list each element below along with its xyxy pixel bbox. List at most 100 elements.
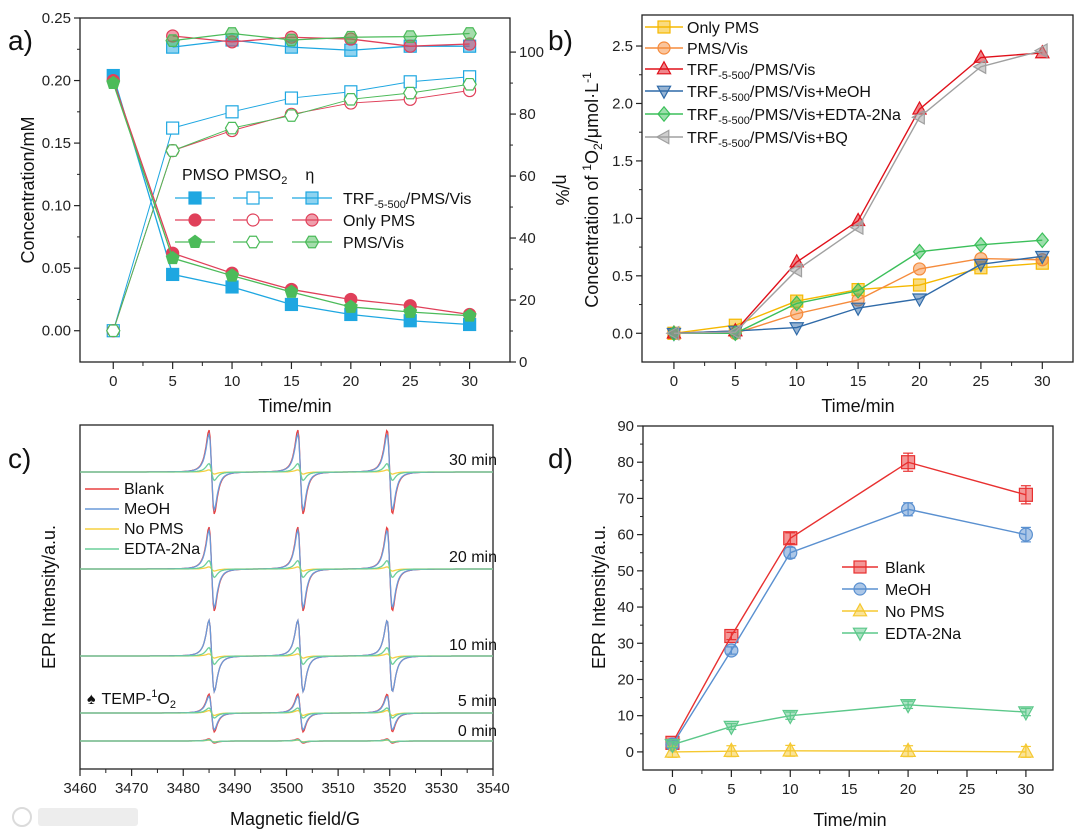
annotation: ♠ TEMP-1O2 (87, 688, 176, 711)
y-tick-label: 0.05 (42, 260, 71, 277)
x-tick-label: 5 (727, 781, 735, 798)
pmso-point (343, 299, 358, 313)
plot-frame (79, 424, 494, 770)
plot-frame (641, 14, 1074, 363)
legend: Blank MeOH No PMS EDTA-2Na (842, 560, 961, 643)
x-tick-label: 15 (283, 373, 300, 390)
x-tick-label: 30 (1034, 373, 1051, 390)
label-main: TRF (687, 84, 718, 101)
data-point (789, 322, 805, 336)
x-tick-label: 25 (959, 781, 976, 798)
pmso2-point (402, 86, 418, 100)
watermark-icon (12, 807, 32, 827)
y-axis-title: EPR Intensity/a.u. (39, 525, 59, 669)
y-tick-label: 60 (617, 527, 634, 544)
legend-label: TRF-5-500/PMS/Vis (343, 191, 471, 211)
eta-line (172, 32, 470, 42)
time-label: 10 min (449, 637, 497, 654)
yl-0: Concentration of (582, 171, 602, 308)
pmso-point (284, 284, 299, 298)
x-tick-label: 3480 (167, 780, 200, 797)
panel-b-chart: 0 5 10 15 20 25 30 0.0 0.5 1.0 1.5 2.0 2.5 Time/min Co… (580, 14, 1074, 416)
legend-marker (657, 41, 671, 55)
data-point (782, 741, 799, 757)
y-tick-label: 1.0 (612, 210, 633, 227)
x-tick-label: 3520 (373, 780, 406, 797)
plot-frame (79, 17, 511, 363)
legend-label: TRF-5-500/PMS/Vis+EDTA-2Na (687, 107, 901, 127)
pmso-point (403, 304, 418, 318)
spectrum-4: 0 min (80, 723, 497, 744)
series-0 (665, 452, 1034, 750)
x-axis-title: Magnetic field/G (230, 809, 360, 829)
legend-marker (853, 560, 867, 574)
x-tick-label: 15 (850, 373, 867, 390)
y-tick-label: 10 (617, 708, 634, 725)
label-rest: /PMS/Vis+BQ (750, 130, 848, 147)
x-tick-label: 10 (224, 373, 241, 390)
x-tick-label: 30 (461, 373, 478, 390)
series-1 (665, 502, 1034, 752)
spectrum-0: 30 min (80, 429, 497, 515)
y-tick-label: 0.20 (42, 73, 71, 90)
legend-label: PMS/Vis (687, 41, 748, 58)
pmso2-point (225, 105, 239, 119)
legend-marker (246, 213, 260, 227)
label-main: Only PMS (343, 213, 415, 230)
series-line (672, 750, 1026, 753)
y2-tick-label: 60 (519, 168, 536, 185)
legend: Blank MeOH No PMS EDTA-2Na (85, 481, 200, 558)
legend-label: No PMS (124, 521, 184, 538)
x-tick-label: 20 (900, 781, 917, 798)
x-tick-label: 5 (731, 373, 739, 390)
eta-point (462, 27, 477, 40)
y-axis-title: EPR Intensity/a.u. (589, 525, 609, 669)
y2-tick-label: 40 (519, 230, 536, 247)
legend-marker (657, 105, 671, 123)
label-main: TRF (687, 107, 718, 124)
spectrum-line (80, 707, 493, 719)
pmso2-point (224, 121, 240, 135)
data-point (899, 699, 917, 714)
legend-label: Blank (124, 481, 165, 498)
data-point (1018, 527, 1034, 542)
legend-marker (246, 191, 260, 205)
ann-o: O (157, 691, 169, 708)
label-main: TRF (687, 62, 718, 79)
yl-sup2: -1 (580, 72, 594, 83)
legend-marker (655, 129, 670, 145)
spectrum-line (80, 739, 493, 743)
y-tick-label: 2.0 (612, 95, 633, 112)
legend-label: Only PMS (687, 20, 759, 37)
legend-label: PMS/Vis (343, 235, 404, 252)
x-tick-label: 20 (911, 373, 928, 390)
data-point (788, 262, 803, 278)
yl-sup: 1 (580, 164, 594, 171)
data-point (664, 738, 681, 754)
spectrum-line (80, 646, 493, 666)
y-tick-label: 40 (617, 599, 634, 616)
data-point (850, 302, 866, 317)
legend-label: MeOH (885, 582, 931, 599)
y-tick-label: 0.5 (612, 268, 633, 285)
data-point (783, 545, 798, 560)
data-point (912, 278, 927, 292)
panel-label: c) (8, 443, 31, 474)
y-tick-label: 0 (626, 744, 634, 761)
legend-label: EDTA-2Na (885, 626, 961, 643)
legend-marker (657, 20, 671, 34)
label-main: Only PMS (687, 20, 759, 37)
x-axis-title: Time/min (813, 810, 886, 830)
eta-point (284, 33, 299, 47)
data-point (1035, 232, 1050, 249)
legend-marker (852, 627, 868, 642)
yl-unit: /μmol·L (582, 83, 602, 143)
y-tick-label: 30 (617, 635, 634, 652)
pmso-point (166, 267, 180, 282)
data-point (912, 243, 927, 260)
y-tick-label: 0.0 (612, 325, 633, 342)
data-point (782, 709, 799, 725)
y-axis-title: Concentration/mM (18, 116, 38, 263)
x-tick-label: 3500 (270, 780, 303, 797)
x-axis-title: Time/min (821, 396, 894, 416)
